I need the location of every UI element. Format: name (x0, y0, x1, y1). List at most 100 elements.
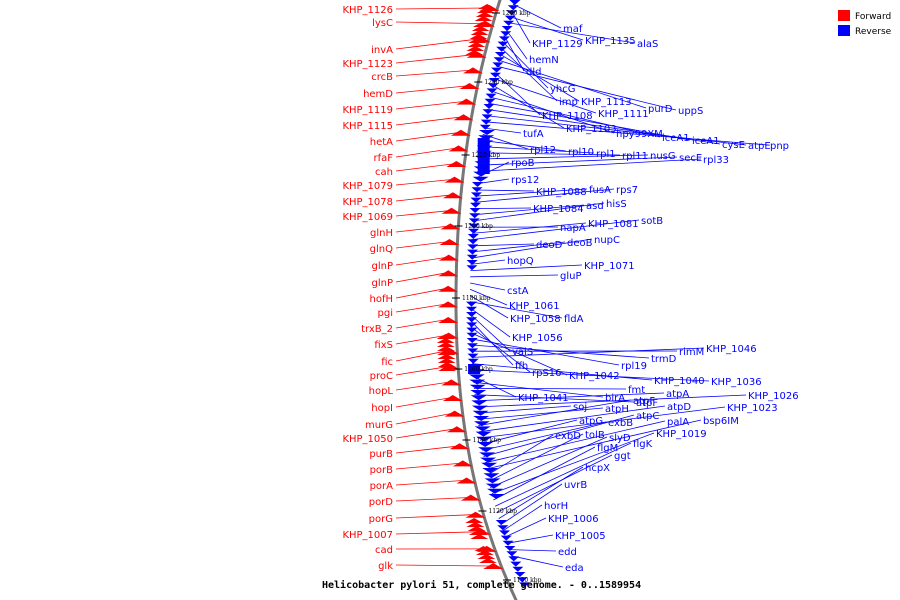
reverse-gene-label-khp-1046[interactable]: KHP_1046 (706, 344, 757, 355)
reverse-gene-label-atpf[interactable]: atpF (636, 398, 658, 409)
reverse-gene-label-atpg[interactable]: atpG (579, 416, 603, 427)
reverse-gene-label-alas[interactable]: alaS (637, 39, 658, 50)
reverse-gene-label-khp-1108[interactable]: KHP_1108 (542, 111, 593, 122)
reverse-gene-label-flgk[interactable]: flgK (633, 439, 653, 450)
reverse-gene-label-bira[interactable]: birA (605, 393, 625, 404)
reverse-gene-label-asd[interactable]: asd (586, 201, 604, 212)
reverse-gene-label-nusg[interactable]: nusG (650, 151, 676, 162)
reverse-gene-label-sece[interactable]: secE (679, 153, 702, 164)
reverse-gene-label-khp-1129[interactable]: KHP_1129 (532, 39, 583, 50)
reverse-gene-label-rps12[interactable]: rps12 (511, 175, 539, 186)
reverse-gene-label-khp-1026[interactable]: KHP_1026 (748, 391, 799, 402)
reverse-gene-label-yhcg[interactable]: yhcG (550, 84, 576, 95)
forward-gene-label-glnp[interactable]: glnP (372, 261, 394, 272)
reverse-gene-label-exbd[interactable]: exbD (555, 431, 581, 442)
reverse-gene-label-nupc[interactable]: nupC (594, 235, 620, 246)
reverse-gene-label-khp-1084[interactable]: KHP_1084 (533, 204, 584, 215)
reverse-gene-label-maf[interactable]: maf (563, 24, 583, 35)
reverse-gene-label-hcpx[interactable]: hcpX (585, 463, 610, 474)
reverse-gene-label-horh[interactable]: horH (544, 501, 568, 512)
forward-gene-label-porb[interactable]: porB (370, 465, 394, 476)
forward-gene-label-khp-1078[interactable]: KHP_1078 (342, 197, 393, 208)
forward-gene-label-inva[interactable]: invA (371, 45, 393, 56)
reverse-gene-label-khp-1088[interactable]: KHP_1088 (536, 187, 587, 198)
reverse-gene-label-pnp[interactable]: pnp (770, 141, 789, 152)
reverse-gene-label-khp-1103[interactable]: KHP_1103 (566, 124, 617, 135)
forward-gene-label-khp-1115[interactable]: KHP_1115 (342, 121, 393, 132)
reverse-gene-label-khp-1056[interactable]: KHP_1056 (512, 333, 563, 344)
forward-gene-label-pord[interactable]: porD (369, 497, 394, 508)
forward-gene-label-crcb[interactable]: crcB (371, 72, 393, 83)
reverse-gene-label-ffh[interactable]: ffh (515, 361, 528, 372)
reverse-gene-label-khp-1023[interactable]: KHP_1023 (727, 403, 778, 414)
forward-gene-label-heta[interactable]: hetA (370, 137, 393, 148)
reverse-gene-label-hpy99xm[interactable]: hpy99XM (616, 129, 663, 140)
reverse-gene-label-fmt[interactable]: fmt (628, 385, 645, 396)
reverse-gene-label-glup[interactable]: gluP (560, 271, 582, 282)
reverse-gene-label-rimm[interactable]: rimM (679, 347, 704, 358)
reverse-gene-label-rpl10[interactable]: rpl10 (568, 147, 594, 158)
reverse-gene-label-purd[interactable]: purD (648, 104, 673, 115)
forward-gene-label-fixs[interactable]: fixS (374, 340, 393, 351)
reverse-gene-label-tufa[interactable]: tufA (523, 129, 544, 140)
reverse-gene-label-icea1[interactable]: iceA1 (662, 133, 690, 144)
forward-gene-label-pora[interactable]: porA (370, 481, 394, 492)
reverse-gene-label-khp-1041[interactable]: KHP_1041 (518, 393, 569, 404)
reverse-gene-label-ggt[interactable]: ggt (614, 451, 631, 462)
reverse-gene-label-khp-1042[interactable]: KHP_1042 (569, 371, 620, 382)
reverse-gene-label-rps16[interactable]: rpS16 (532, 368, 562, 379)
reverse-gene-label-rpl11[interactable]: rpl11 (622, 151, 648, 162)
forward-gene-label-glnp[interactable]: glnP (372, 278, 394, 289)
reverse-gene-label-khp-1006[interactable]: KHP_1006 (548, 514, 599, 525)
forward-gene-label-porg[interactable]: porG (369, 514, 393, 525)
forward-gene-label-glnq[interactable]: glnQ (370, 244, 393, 255)
reverse-gene-label-bsp6im[interactable]: bsp6IM (703, 416, 739, 427)
reverse-gene-label-khp-1019[interactable]: KHP_1019 (656, 429, 707, 440)
reverse-gene-label-deod[interactable]: deoD (536, 240, 563, 251)
forward-gene-label-purb[interactable]: purB (369, 449, 393, 460)
reverse-gene-label-icea1[interactable]: iceA1 (692, 136, 720, 147)
reverse-gene-label-soj[interactable]: soj (573, 402, 587, 413)
reverse-gene-label-atpe[interactable]: atpE (748, 141, 771, 152)
reverse-gene-label-pala[interactable]: palA (667, 417, 689, 428)
reverse-gene-label-vals[interactable]: valS (512, 347, 533, 358)
forward-gene-label-khp-1069[interactable]: KHP_1069 (342, 212, 393, 223)
reverse-gene-label-upps[interactable]: uppS (678, 106, 703, 117)
reverse-gene-label-uvrb[interactable]: uvrB (564, 480, 587, 491)
reverse-gene-label-rpl33[interactable]: rpl33 (703, 155, 729, 166)
reverse-gene-label-hopq[interactable]: hopQ (507, 256, 534, 267)
reverse-gene-label-khp-1061[interactable]: KHP_1061 (509, 301, 560, 312)
reverse-gene-label-rps7[interactable]: rps7 (616, 185, 638, 196)
reverse-gene-label-khp-1081[interactable]: KHP_1081 (588, 219, 639, 230)
forward-gene-label-proc[interactable]: proC (370, 371, 393, 382)
reverse-gene-label-imp[interactable]: imp (559, 97, 578, 108)
reverse-gene-label-rpl19[interactable]: rpl19 (621, 361, 647, 372)
forward-gene-label-glk[interactable]: glk (378, 561, 393, 572)
forward-gene-label-rfaf[interactable]: rfaF (373, 153, 393, 164)
forward-gene-label-fic[interactable]: fic (381, 357, 393, 368)
forward-gene-label-hofh[interactable]: hofH (370, 294, 394, 305)
forward-gene-label-hopl[interactable]: hopL (369, 386, 394, 397)
reverse-gene-label-atph[interactable]: atpH (605, 404, 629, 415)
forward-gene-label-cad[interactable]: cad (375, 545, 393, 556)
reverse-gene-label-cyse[interactable]: cysE (722, 140, 745, 151)
reverse-gene-label-atpc[interactable]: atpC (636, 411, 659, 422)
reverse-gene-label-slyd[interactable]: slyD (609, 433, 631, 444)
forward-gene-label-khp-1126[interactable]: KHP_1126 (342, 5, 393, 16)
reverse-gene-label-atpd[interactable]: atpD (667, 402, 691, 413)
forward-gene-label-khp-1079[interactable]: KHP_1079 (342, 181, 393, 192)
forward-gene-label-glnh[interactable]: glnH (370, 228, 393, 239)
reverse-gene-label-khp-1071[interactable]: KHP_1071 (584, 261, 635, 272)
reverse-gene-label-rpl12[interactable]: rpl12 (530, 145, 556, 156)
reverse-gene-label-flda[interactable]: fldA (564, 314, 584, 325)
reverse-gene-label-flgm[interactable]: flgM (597, 443, 618, 454)
reverse-gene-label-tolb[interactable]: tolB (585, 430, 605, 441)
reverse-gene-label-exbb[interactable]: exbB (608, 418, 633, 429)
reverse-gene-label-khp-1040[interactable]: KHP_1040 (654, 376, 705, 387)
forward-gene-label-hopi[interactable]: hopI (371, 403, 393, 414)
forward-gene-label-cah[interactable]: cah (375, 167, 393, 178)
reverse-gene-label-edd[interactable]: edd (558, 547, 577, 558)
reverse-gene-label-khp-1005[interactable]: KHP_1005 (555, 531, 606, 542)
forward-gene-label-pgi[interactable]: pgi (378, 308, 393, 319)
forward-gene-label-khp-1119[interactable]: KHP_1119 (342, 105, 393, 116)
